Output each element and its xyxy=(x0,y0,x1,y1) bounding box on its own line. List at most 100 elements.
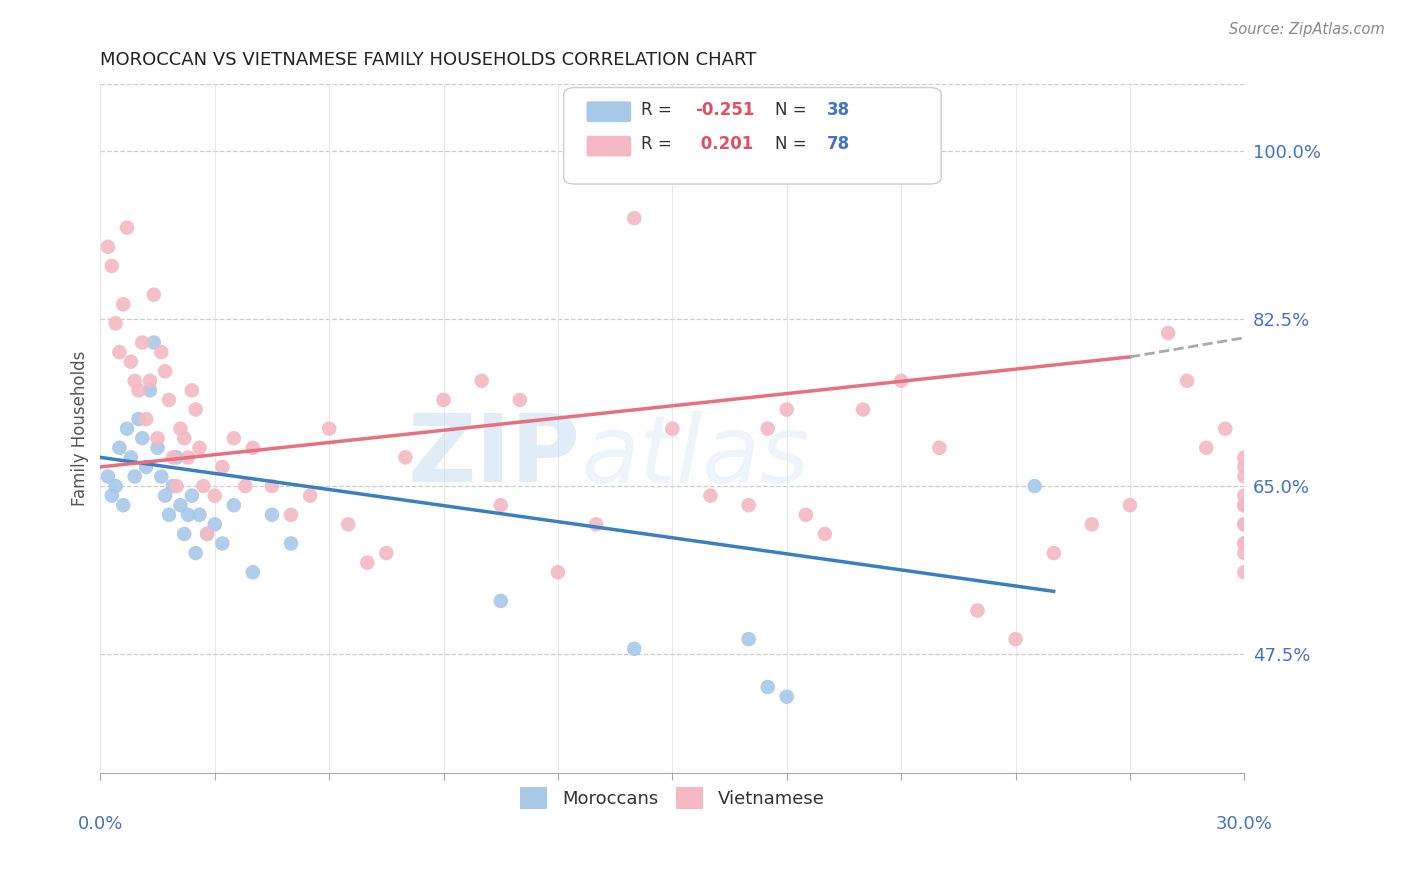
Text: N =: N = xyxy=(775,101,813,119)
Point xyxy=(166,450,188,465)
Point xyxy=(1233,565,1256,579)
Point xyxy=(153,364,176,378)
Point xyxy=(173,527,195,541)
Point xyxy=(356,556,378,570)
Point xyxy=(242,565,264,579)
FancyBboxPatch shape xyxy=(564,87,941,184)
Point xyxy=(585,517,607,532)
Point xyxy=(108,441,131,455)
Point xyxy=(188,508,211,522)
Point xyxy=(97,469,120,483)
Point xyxy=(124,374,146,388)
Text: ZIP: ZIP xyxy=(408,410,581,502)
Point xyxy=(547,565,569,579)
Point xyxy=(776,690,799,704)
Point xyxy=(1157,326,1180,340)
Point xyxy=(162,450,184,465)
Point xyxy=(120,450,142,465)
Point xyxy=(222,431,245,445)
Point xyxy=(1233,546,1256,560)
Point xyxy=(509,392,531,407)
Point xyxy=(222,498,245,512)
Point xyxy=(1042,546,1064,560)
Point xyxy=(184,546,207,560)
Point xyxy=(794,508,817,522)
Text: Source: ZipAtlas.com: Source: ZipAtlas.com xyxy=(1229,22,1385,37)
Point xyxy=(115,422,138,436)
Text: 78: 78 xyxy=(827,135,849,153)
Text: N =: N = xyxy=(775,135,813,153)
Point xyxy=(131,335,153,350)
Text: 0.201: 0.201 xyxy=(695,135,754,153)
Point xyxy=(184,402,207,417)
Point xyxy=(489,594,512,608)
Text: 30.0%: 30.0% xyxy=(1216,814,1272,832)
Point xyxy=(1195,441,1218,455)
Point xyxy=(146,441,169,455)
Point xyxy=(471,374,494,388)
Point xyxy=(299,489,322,503)
Point xyxy=(135,412,157,426)
Point xyxy=(890,374,912,388)
Point xyxy=(337,517,360,532)
Point xyxy=(318,422,340,436)
Point xyxy=(1175,374,1198,388)
Point xyxy=(101,489,124,503)
Point xyxy=(124,469,146,483)
Point xyxy=(146,431,169,445)
Point xyxy=(115,220,138,235)
Point xyxy=(1213,422,1236,436)
Point xyxy=(1233,517,1256,532)
Point xyxy=(150,469,173,483)
Point xyxy=(233,479,256,493)
Point xyxy=(1233,498,1256,512)
Point xyxy=(1233,498,1256,512)
Point xyxy=(661,422,683,436)
Point xyxy=(120,354,142,368)
Point xyxy=(177,508,200,522)
Point xyxy=(112,297,135,311)
Point xyxy=(127,412,149,426)
Point xyxy=(195,527,218,541)
Point xyxy=(169,498,191,512)
Point xyxy=(375,546,398,560)
Point xyxy=(1233,536,1256,550)
Point xyxy=(104,479,127,493)
Text: 0.0%: 0.0% xyxy=(77,814,124,832)
Point xyxy=(169,422,191,436)
Point xyxy=(180,489,202,503)
Point xyxy=(432,392,454,407)
Y-axis label: Family Households: Family Households xyxy=(72,351,89,507)
Point xyxy=(928,441,950,455)
Text: R =: R = xyxy=(641,135,678,153)
Point xyxy=(1233,517,1256,532)
Point xyxy=(852,402,875,417)
Point xyxy=(1081,517,1104,532)
Point xyxy=(101,259,124,273)
Point xyxy=(1233,489,1256,503)
Text: -0.251: -0.251 xyxy=(695,101,755,119)
Point xyxy=(193,479,215,493)
Point xyxy=(97,240,120,254)
Point xyxy=(623,641,645,656)
Point xyxy=(1233,450,1256,465)
Text: 38: 38 xyxy=(827,101,849,119)
Point xyxy=(108,345,131,359)
Point xyxy=(280,508,302,522)
FancyBboxPatch shape xyxy=(586,102,631,122)
Point xyxy=(1233,459,1256,474)
Point xyxy=(1024,479,1046,493)
Point xyxy=(737,632,759,647)
Point xyxy=(166,479,188,493)
Point xyxy=(173,431,195,445)
Point xyxy=(162,479,184,493)
Point xyxy=(966,603,988,617)
Point xyxy=(139,384,162,398)
Point xyxy=(150,345,173,359)
Point xyxy=(280,536,302,550)
Point xyxy=(756,680,779,694)
Point xyxy=(195,527,218,541)
Point xyxy=(112,498,135,512)
Point xyxy=(211,459,233,474)
Point xyxy=(489,498,512,512)
